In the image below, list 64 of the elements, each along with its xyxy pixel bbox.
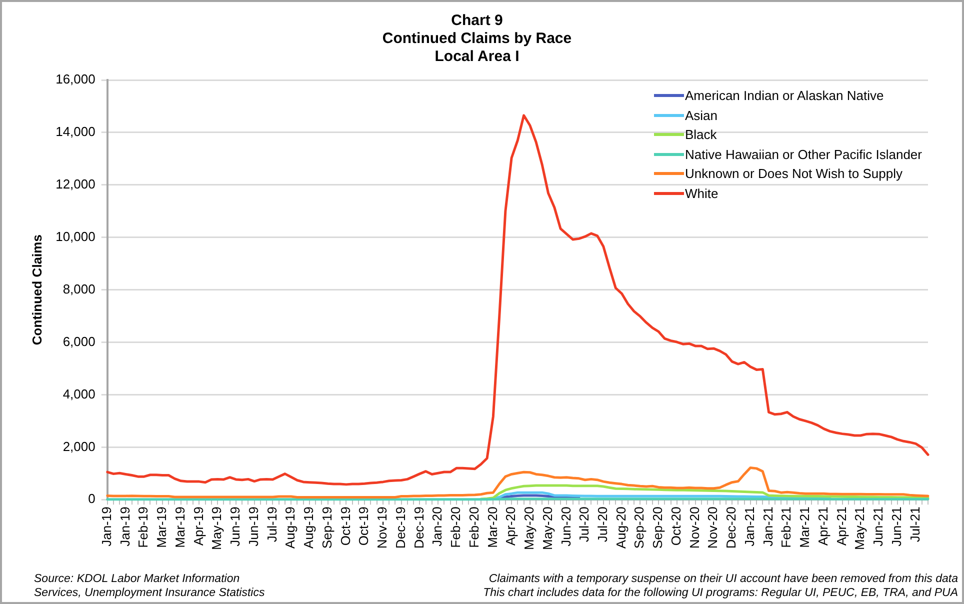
x-tick-label: Jun-20 [558,506,574,546]
legend-label: Asian [685,108,718,123]
x-tick-label: May-19 [209,506,224,550]
x-tick-label: Sep-20 [632,506,647,549]
legend-label: Native Hawaiian or Other Pacific Islander [685,146,922,162]
x-tick-label: Jun-21 [888,506,904,546]
y-tick-label: 14,000 [56,124,96,140]
x-tick-label: Mar-19 [172,506,188,548]
x-tick-label: Nov-20 [705,506,720,549]
x-tick-label: Feb-20 [448,506,464,548]
legend-label: Black [685,127,717,142]
x-tick-label: Jul-21 [907,506,922,542]
x-tick-label: Jun-19 [246,506,261,546]
x-tick-label: Mar-20 [484,506,500,548]
x-tick-label: May-21 [852,506,868,550]
y-tick-label: 0 [88,491,96,506]
x-tick-label: Jun-19 [228,506,243,546]
x-tick-label: Jun-21 [870,506,886,546]
x-tick-label: Mar-21 [797,506,812,548]
x-tick-label: Oct-20 [668,506,684,546]
x-tick-label: Apr-21 [834,506,849,546]
x-tick-label: Jan-19 [98,506,114,546]
x-tick-label: Aug-19 [282,506,298,549]
x-tick-label: Dec-19 [411,506,426,549]
y-tick-label: 4,000 [62,386,96,402]
x-tick-label: Feb-21 [778,506,794,548]
legend-label: Unknown or Does Not Wish to Supply [685,166,902,182]
y-tick-label: 12,000 [56,176,96,192]
x-tick-label: Jan-21 [760,506,776,546]
y-tick-label: 2,000 [62,438,96,454]
x-tick-label: Sep-20 [650,506,666,549]
x-tick-label: Jan-21 [742,506,757,546]
x-tick-label: Jan-19 [117,506,132,546]
x-tick-label: Nov-20 [686,506,702,549]
x-tick-label: May-20 [540,506,555,550]
x-tick-label: Jan-20 [430,506,445,546]
y-axis-title: Continued Claims [29,234,44,346]
text: Claimants with a temporary suspense on their UI account have been removed from this data This chart includes data for the following UI programs: Regular UI, PEUC, EB, TRA, and PUA [483,572,958,600]
x-tick-label: Jul-20 [594,506,610,542]
y-tick-label: 16,000 [56,72,96,87]
x-tick-label: Jul-20 [576,506,592,542]
y-tick-label: 10,000 [56,228,96,244]
x-tick-label: Aug-19 [301,506,316,549]
x-tick-label: Oct-19 [338,506,353,546]
x-tick-label: Nov-19 [374,506,390,549]
chart-title: Chart 9 Continued Claims by Race Local Area I [382,12,572,66]
x-tick-label: Feb-20 [466,506,482,548]
x-tick-label: May-20 [522,506,537,550]
x-tick-label: Apr-21 [815,506,830,546]
x-tick-label: Feb-19 [136,506,151,548]
x-tick-label: Jul-19 [264,506,280,542]
x-tick-label: Dec-20 [724,506,739,549]
source-note: Source: KDOL Labor Market Information Services, Unemployment Insurance Statistics [34,572,265,600]
x-tick-label: Apr-20 [503,506,518,546]
x-tick-label: Aug-20 [613,506,628,549]
x-tick-label: Sep-19 [319,506,334,549]
x-tick-label: Mar-19 [154,506,170,548]
legend-label: White [685,186,718,201]
x-tick-label: Apr-19 [190,506,206,546]
x-tick-label: Dec-19 [392,506,408,549]
x-tick-label: Oct-19 [356,506,372,546]
y-tick-label: 6,000 [62,334,96,349]
legend-label: American Indian or Alaskan Native [685,88,884,104]
y-tick-label: 8,000 [62,281,96,296]
